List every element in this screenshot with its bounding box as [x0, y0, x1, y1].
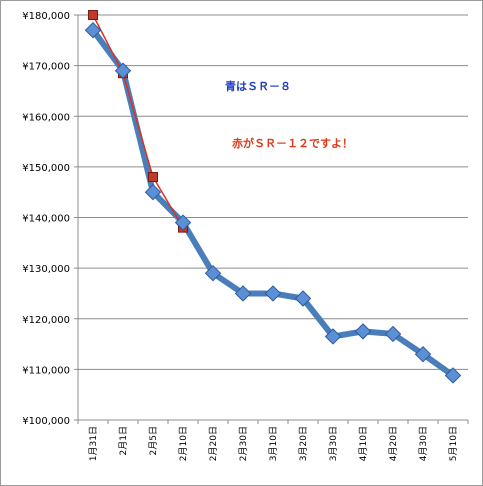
data-point-sr8: [144, 183, 162, 201]
axes: [77, 15, 468, 421]
data-point-sr8: [354, 323, 372, 340]
data-point-sr8: [444, 367, 462, 384]
x-tick-label: 3月10日: [268, 426, 279, 461]
y-tick-label: ¥100,000: [22, 416, 70, 427]
x-tick-label: 4月10日: [358, 426, 369, 461]
data-point-sr8: [324, 328, 342, 345]
y-tick-label: ¥150,000: [22, 163, 70, 174]
y-tick-label: ¥140,000: [22, 214, 70, 225]
y-tick-label: ¥170,000: [22, 62, 70, 73]
annotation-sr12: 赤がＳＲ－１２ですよ！: [232, 136, 353, 150]
x-tick-label: 4月20日: [388, 426, 399, 461]
x-tick-label: 2月10日: [178, 426, 189, 461]
series-layer: [84, 10, 462, 384]
data-point-sr8: [294, 290, 312, 307]
data-point-sr8: [174, 214, 192, 231]
x-tick-label: 3月20日: [298, 426, 309, 461]
x-tick-label: 1月31日: [88, 426, 99, 461]
series-line-sr12: [92, 14, 184, 229]
x-tick-label: 3月30日: [328, 426, 339, 461]
data-point-sr12: [88, 10, 98, 20]
data-point-sr8: [384, 325, 402, 343]
data-point-sr12: [148, 172, 158, 182]
y-tick-label: ¥130,000: [22, 264, 70, 275]
y-tick-label: ¥110,000: [22, 365, 70, 376]
data-point-sr8: [264, 285, 282, 302]
y-tick-label: ¥160,000: [22, 112, 70, 123]
x-tick-label: 2月5日: [148, 426, 159, 455]
x-tick-label: 2月30日: [238, 426, 249, 461]
annotation-sr8: 青はＳＲ－８: [225, 79, 291, 93]
y-tick-label: ¥180,000: [22, 11, 70, 22]
x-tick-label: 2月1日: [118, 426, 129, 455]
data-point-sr8: [204, 264, 222, 282]
gridlines: [78, 14, 468, 421]
y-axis-ticks: ¥100,000 ¥110,000 ¥120,000 ¥130,000 ¥140,000…: [22, 11, 78, 427]
data-point-sr8: [234, 285, 252, 302]
data-point-sr8: [84, 21, 102, 39]
x-tick-label: 2月20日: [208, 426, 219, 461]
x-axis-ticks: 1月31日 2月1日 2月5日 2月10日 2月20日 2月30日 3月10日 3月20日 3月…: [77, 420, 469, 461]
data-point-sr8: [414, 345, 432, 363]
data-point-sr8: [114, 62, 132, 79]
x-tick-label: 5月10日: [448, 426, 459, 461]
y-tick-label: ¥120,000: [22, 315, 70, 326]
x-tick-label: 4月30日: [418, 426, 429, 461]
